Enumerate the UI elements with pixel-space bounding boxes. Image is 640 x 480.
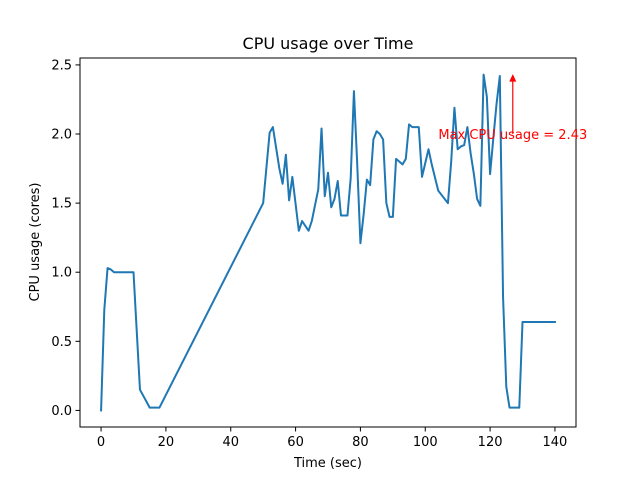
annotation-layer: Max CPU usage = 2.43: [438, 74, 587, 143]
series-line-0: [100, 73, 556, 412]
annotation-label: Max CPU usage = 2.43: [438, 128, 587, 143]
y-tick-label: 0.0: [51, 404, 72, 419]
x-tick-label: 120: [478, 435, 503, 450]
x-tick-label: 20: [158, 435, 175, 450]
x-tick-label: 80: [352, 435, 369, 450]
y-tick-label: 2.5: [51, 58, 72, 73]
x-axis-label: Time (sec): [293, 456, 362, 471]
y-tick-label: 1.5: [51, 197, 72, 212]
x-tick-label: 100: [413, 435, 438, 450]
x-tick-label: 40: [222, 435, 239, 450]
y-tick-label: 1.0: [51, 266, 72, 281]
x-tick-label: 60: [287, 435, 304, 450]
y-axis-label: CPU usage (cores): [28, 183, 43, 302]
axes-frame: [79, 57, 577, 428]
x-axis-ticks: 0 20 40 60 80 100 120 140: [97, 427, 567, 450]
plot-layer: [100, 73, 556, 412]
y-tick-label: 2.0: [51, 128, 72, 143]
x-tick-label: 0: [97, 435, 105, 450]
chart-title: CPU usage over Time: [243, 34, 414, 53]
y-tick-label: 0.5: [51, 335, 72, 350]
y-axis-ticks: 0.0 0.5 1.0 1.5 2.0 2.5: [51, 58, 80, 419]
x-tick-label: 140: [543, 435, 568, 450]
annotation-arrow-head: [509, 74, 517, 82]
